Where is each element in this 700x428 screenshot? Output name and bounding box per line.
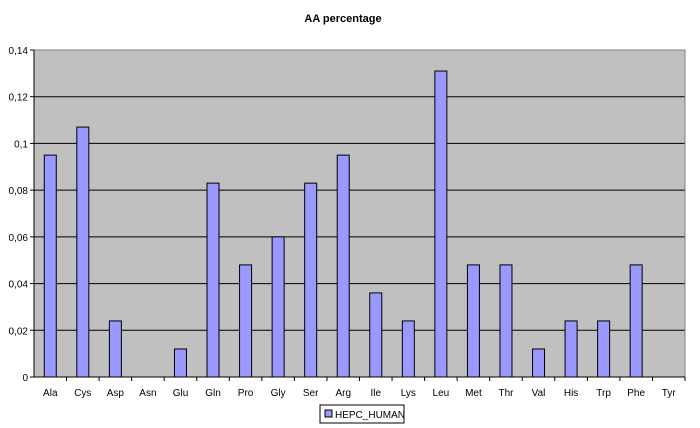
x-tick-label: Asn: [139, 388, 156, 399]
y-tick-label: 0,1: [14, 139, 28, 150]
bar: [336, 154, 350, 378]
legend-label: HEPC_HUMAN: [335, 410, 405, 421]
legend-swatch: [324, 409, 333, 418]
x-tick-label: Arg: [335, 388, 351, 399]
x-tick-label: Ala: [43, 388, 58, 399]
bar: [239, 264, 253, 378]
bar: [173, 348, 187, 378]
x-tick-label: Thr: [498, 388, 514, 399]
x-tick-label: Asp: [107, 388, 125, 399]
legend-box: [319, 404, 405, 424]
x-tick-label: Ser: [303, 388, 319, 399]
bar: [369, 292, 383, 378]
x-tick-label: Val: [532, 388, 546, 399]
x-tick-label: Gln: [205, 388, 221, 399]
y-tick-label: 0,08: [9, 186, 29, 197]
x-tick-label: Cys: [74, 388, 91, 399]
bar: [304, 182, 318, 378]
bar: [466, 264, 480, 378]
bar: [76, 126, 90, 378]
x-tick-label: Ile: [370, 388, 381, 399]
plot-area: [34, 50, 685, 377]
x-tick-label: Pro: [238, 388, 254, 399]
x-tick-label: His: [564, 388, 578, 399]
x-tick-label: Leu: [433, 388, 450, 399]
x-tick-label: Trp: [596, 388, 611, 399]
y-tick-label: 0,06: [9, 233, 29, 244]
legend: HEPC_HUMAN: [319, 404, 405, 424]
bar: [43, 154, 57, 378]
bar: [499, 264, 513, 378]
x-tick-label: Gly: [271, 388, 286, 399]
y-tick-label: 0,12: [9, 93, 29, 104]
bar: [401, 320, 415, 378]
x-tick-label: Glu: [173, 388, 189, 399]
bar: [629, 264, 643, 378]
y-tick-label: 0,04: [9, 280, 29, 291]
bar: [532, 348, 546, 378]
x-tick-label: Tyr: [662, 388, 677, 399]
y-tick-label: 0,02: [9, 326, 29, 337]
y-tick-label: 0,14: [9, 46, 29, 57]
x-tick-label: Met: [465, 388, 482, 399]
bar: [271, 236, 285, 378]
x-tick-label: Lys: [401, 388, 416, 399]
chart-title: AA percentage: [304, 13, 381, 25]
bar: [206, 182, 220, 378]
y-tick-label: 0: [22, 373, 28, 384]
bar: [434, 70, 448, 378]
bar: [564, 320, 578, 378]
x-tick-label: Phe: [627, 388, 645, 399]
bar: [108, 320, 122, 378]
bar: [597, 320, 611, 378]
